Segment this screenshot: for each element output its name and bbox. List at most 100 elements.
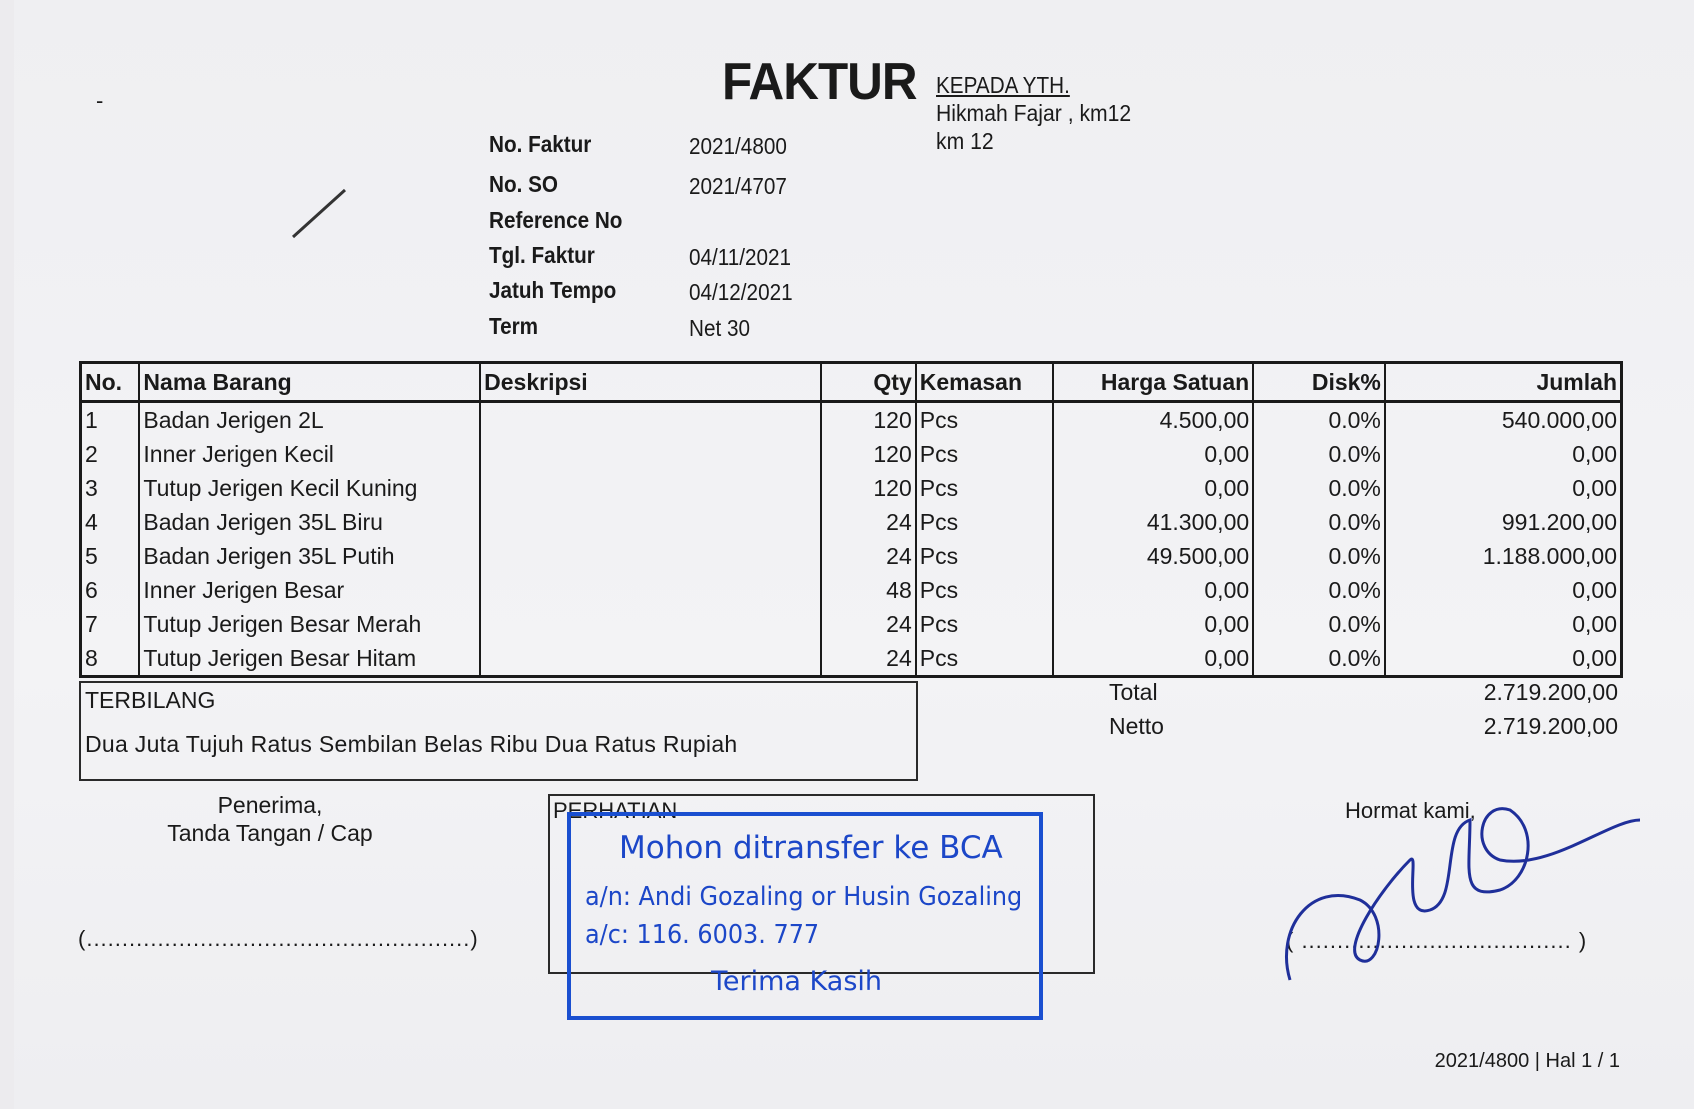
item-discount: 0.0% (1252, 471, 1386, 505)
page-reference: 2021/4800 | Hal 1 / 1 (1434, 1050, 1620, 1072)
item-amount: 0,00 (1383, 573, 1623, 607)
terbilang-text: Dua Juta Tujuh Ratus Sembilan Belas Ribu… (85, 731, 738, 757)
item-discount: 0.0% (1252, 539, 1386, 573)
item-amount: 540.000,00 (1383, 401, 1623, 437)
signature (1285, 807, 1641, 981)
item-description (479, 471, 822, 505)
netto-label: Netto (1109, 713, 1164, 739)
items-table: No. Nama Barang Deskripsi Qty Kemasan Ha… (79, 361, 1623, 678)
item-unit: Pcs (914, 573, 1054, 607)
total-value: 2.719.200,00 (1483, 679, 1618, 705)
col-disk: Disk% (1252, 362, 1386, 403)
scan-mark: - (96, 88, 104, 113)
item-price: 0,00 (1051, 641, 1255, 677)
item-description (479, 539, 822, 573)
notice-box: PERHATIAN (548, 794, 1095, 974)
item-unit: Pcs (914, 401, 1054, 437)
item-amount: 0,00 (1383, 471, 1623, 505)
item-amount: 0,00 (1383, 641, 1623, 677)
item-description (479, 573, 822, 607)
terbilang-label: TERBILANG (85, 687, 216, 713)
item-price: 0,00 (1051, 607, 1255, 641)
item-price: 0,00 (1051, 573, 1255, 607)
meta-value: 04/12/2021 (689, 279, 793, 305)
receiver-signature-line: (.......................................… (78, 926, 479, 951)
item-qty: 24 (820, 539, 917, 573)
stamp-line: a/c: 116. 6003. 777 (585, 920, 820, 950)
meta-value: 2021/4707 (689, 173, 787, 199)
notice-label: PERHATIAN (553, 798, 678, 823)
item-qty: 24 (820, 641, 917, 677)
item-amount: 0,00 (1383, 437, 1623, 471)
recipient-label: KEPADA YTH. (936, 72, 1070, 98)
item-price: 41.300,00 (1051, 505, 1255, 539)
stamp-line: a/n: Andi Gozaling or Husin Gozaling (585, 882, 1023, 912)
pen-mark (291, 188, 347, 239)
item-name: Tutup Jerigen Besar Hitam (138, 641, 482, 677)
item-amount: 1.188.000,00 (1383, 539, 1623, 573)
item-discount: 0.0% (1252, 505, 1386, 539)
row-no: 8 (79, 641, 141, 677)
item-description (479, 505, 822, 539)
document-title: FAKTUR (722, 53, 918, 111)
table-row: 1 Badan Jerigen 2L 120 Pcs 4.500,00 0.0% 540.0… (79, 401, 1623, 437)
meta-value: Net 30 (689, 315, 750, 341)
item-discount: 0.0% (1252, 573, 1386, 607)
item-price: 49.500,00 (1051, 539, 1255, 573)
table-row: 7 Tutup Jerigen Besar Merah 24 Pcs 0,00 0.0% 0… (79, 607, 1623, 641)
item-qty: 120 (820, 471, 917, 505)
meta-label: No. SO (489, 171, 559, 197)
meta-label: Reference No (489, 207, 623, 233)
item-name: Tutup Jerigen Besar Merah (138, 607, 482, 641)
recipient-line: km 12 (936, 128, 994, 154)
row-no: 5 (79, 539, 141, 573)
item-amount: 0,00 (1383, 607, 1623, 641)
item-discount: 0.0% (1252, 641, 1386, 677)
item-unit: Pcs (914, 437, 1054, 471)
item-unit: Pcs (914, 539, 1054, 573)
item-qty: 24 (820, 505, 917, 539)
netto-value: 2.719.200,00 (1483, 713, 1618, 739)
meta-label: Term (489, 313, 539, 339)
table-row: 2 Inner Jerigen Kecil 120 Pcs 0,00 0.0% 0,00 (79, 437, 1623, 471)
item-unit: Pcs (914, 471, 1054, 505)
terbilang-box: TERBILANG Dua Juta Tujuh Ratus Sembilan … (79, 681, 918, 781)
meta-label: Jatuh Tempo (489, 277, 617, 303)
total-label: Total (1109, 679, 1158, 705)
meta-label: No. Faktur (489, 131, 592, 157)
col-deskripsi: Deskripsi (479, 362, 822, 403)
item-qty: 24 (820, 607, 917, 641)
bank-transfer-stamp: Mohon ditransfer ke BCA a/n: Andi Gozali… (567, 812, 1043, 1020)
item-discount: 0.0% (1252, 401, 1386, 437)
item-name: Badan Jerigen 2L (138, 401, 482, 437)
row-no: 1 (79, 401, 141, 437)
item-unit: Pcs (914, 641, 1054, 677)
item-price: 0,00 (1051, 471, 1255, 505)
item-description (479, 437, 822, 471)
meta-label: Tgl. Faktur (489, 242, 595, 268)
col-jumlah: Jumlah (1383, 362, 1623, 403)
item-unit: Pcs (914, 505, 1054, 539)
item-price: 0,00 (1051, 437, 1255, 471)
col-kemasan: Kemasan (914, 362, 1054, 403)
row-no: 6 (79, 573, 141, 607)
item-discount: 0.0% (1252, 437, 1386, 471)
meta-value: 2021/4800 (689, 133, 787, 159)
meta-value: 04/11/2021 (689, 244, 792, 270)
item-description (479, 401, 822, 437)
item-name: Tutup Jerigen Kecil Kuning (138, 471, 482, 505)
item-name: Badan Jerigen 35L Biru (138, 505, 482, 539)
item-qty: 120 (820, 401, 917, 437)
item-unit: Pcs (914, 607, 1054, 641)
item-amount: 991.200,00 (1383, 505, 1623, 539)
table-row: 3 Tutup Jerigen Kecil Kuning 120 Pcs 0,00 0.0… (79, 471, 1623, 505)
col-nama-barang: Nama Barang (138, 362, 482, 403)
item-description (479, 607, 822, 641)
table-row: 6 Inner Jerigen Besar 48 Pcs 0,00 0.0% 0,00 (79, 573, 1623, 607)
col-qty: Qty (820, 362, 917, 403)
col-harga-satuan: Harga Satuan (1051, 362, 1255, 403)
receiver-label: Penerima, (217, 792, 323, 818)
receiver-sublabel: Tanda Tangan / Cap (167, 820, 373, 846)
item-qty: 48 (820, 573, 917, 607)
table-row: 5 Badan Jerigen 35L Putih 24 Pcs 49.500,00 0.… (79, 539, 1623, 573)
